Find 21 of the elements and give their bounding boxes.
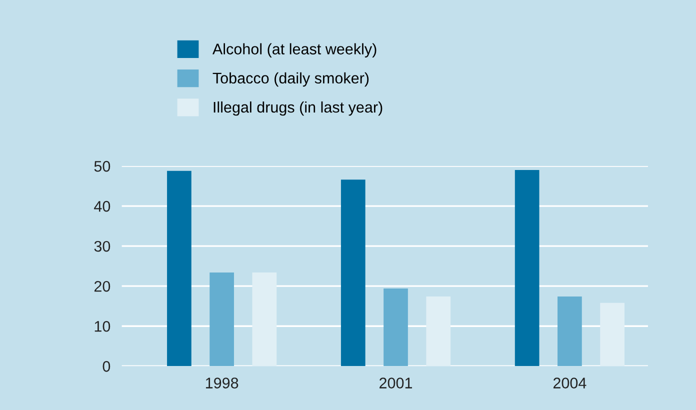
bar <box>340 180 366 366</box>
y-tick-label: 10 <box>94 320 110 332</box>
x-tick-label: 2001 <box>380 378 412 388</box>
bar <box>384 288 408 366</box>
bar <box>600 302 624 366</box>
legend-label: Alcohol (at least weekly) <box>212 43 376 58</box>
y-tick-label: 0 <box>102 361 110 372</box>
x-tick-label: 2004 <box>553 378 586 388</box>
legend-label: Tobacco (daily smoker) <box>212 72 369 87</box>
y-tick-label: 30 <box>94 240 110 252</box>
bar <box>167 170 192 366</box>
y-tick-label: 20 <box>94 280 110 292</box>
bar <box>558 296 582 366</box>
x-tick-label: 1998 <box>206 378 238 388</box>
y-tick-label: 50 <box>94 160 110 172</box>
bar <box>210 272 234 366</box>
bar <box>252 272 277 366</box>
bar <box>426 296 451 366</box>
bar <box>514 170 540 366</box>
y-tick-label: 40 <box>94 200 110 212</box>
legend-label: Illegal drugs (in last year) <box>214 101 382 116</box>
